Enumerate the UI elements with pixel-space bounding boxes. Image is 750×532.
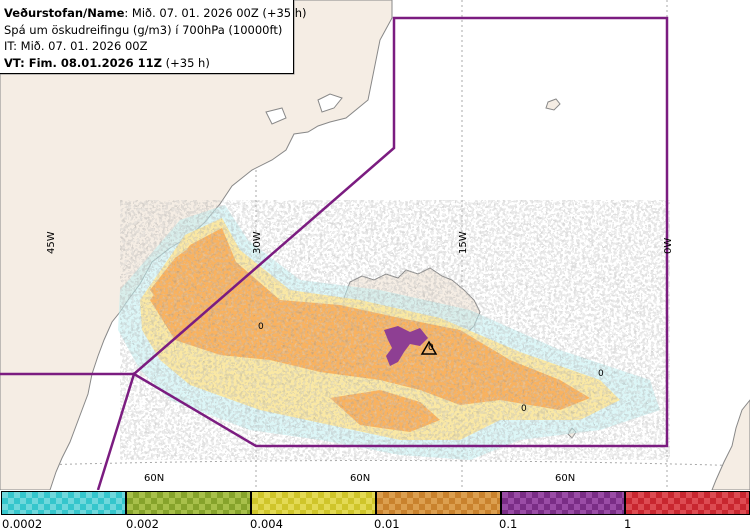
volcano-triangle-icon: [420, 340, 438, 355]
contour-label: 0: [521, 404, 527, 414]
forecast-info-box: Veðurstofan/Name: Mið. 07. 01. 2026 00Z …: [0, 0, 307, 74]
legend-tick-label: 0.0002: [2, 517, 43, 531]
domain-boundary: [0, 16, 669, 490]
header-line-issue-time: IT: Mið. 07. 01. 2026 00Z: [4, 39, 148, 53]
legend-tick-label: 0.004: [250, 517, 283, 531]
legend-tick-label: 0.002: [126, 517, 159, 531]
concentration-legend: 0.0002 0.002 0.004 0.01 0.1 1: [0, 490, 750, 532]
longitude-label-0w: 0W: [663, 238, 674, 254]
legend-swatch-1: [1, 491, 126, 515]
legend-tick-label: 0.1: [499, 517, 518, 531]
legend-swatch-3: [251, 491, 376, 515]
legend-swatch-2: [126, 491, 251, 515]
header-line-product: Spá um öskudreifingu (g/m3) í 700hPa (10…: [4, 22, 283, 37]
legend-swatch-6: [625, 491, 750, 515]
small-island: [545, 98, 561, 111]
longitude-label-30w: 30W: [252, 231, 263, 254]
norway-coast: [711, 399, 750, 490]
legend-tick-label: 1: [624, 517, 632, 531]
longitude-label-15w: 15W: [458, 231, 469, 254]
legend-swatch-5: [501, 491, 625, 515]
contour-label: 0: [598, 369, 604, 379]
legend-tick-label: 0.01: [374, 517, 400, 531]
ash-dispersion-map: 0 0 0 0 45W 30W 15W 0W 60N 60N 60N: [0, 0, 750, 490]
header-line-valid-time: VT: Fim. 08.01.2026 11Z (+35 h): [4, 55, 210, 70]
header-line-name: Veðurstofan/Name: Mið. 07. 01. 2026 00Z …: [4, 6, 307, 20]
contour-label: 0: [258, 322, 264, 332]
latitude-label: 60N: [555, 473, 575, 484]
latitude-label: 60N: [350, 473, 370, 484]
contour-label: 0: [428, 343, 434, 353]
latitude-label: 60N: [144, 473, 164, 484]
legend-swatch-4: [376, 491, 501, 515]
longitude-label-45w: 45W: [46, 231, 57, 254]
ash-plume: [118, 200, 670, 460]
